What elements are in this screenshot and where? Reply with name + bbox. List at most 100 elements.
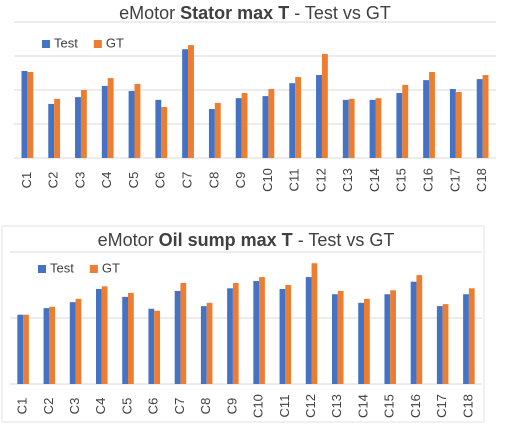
x-tick-label: C1 <box>19 172 34 189</box>
chart: eMotor Stator max T - Test vs GT Test GT C1… <box>14 3 496 192</box>
x-tick-label: C9 <box>233 172 248 189</box>
bar <box>206 302 213 384</box>
x-tick-label: C13 <box>329 394 344 418</box>
x-tick-label: C8 <box>198 398 213 415</box>
bar <box>369 99 376 158</box>
bar <box>128 91 135 158</box>
legend-swatch <box>38 265 46 273</box>
title-part: - Test vs GT <box>293 230 395 250</box>
x-tick-label: C17 <box>434 394 449 418</box>
bar <box>48 103 55 158</box>
bar <box>101 85 108 158</box>
bar <box>384 294 391 384</box>
bar <box>262 96 269 158</box>
bar <box>364 298 370 384</box>
bar <box>49 306 56 384</box>
x-tick-label: C10 <box>260 168 275 192</box>
chart-frame <box>1 225 485 423</box>
bar <box>402 84 409 158</box>
x-tick-label: C18 <box>460 394 475 418</box>
x-tick-label: C16 <box>408 394 423 418</box>
bar <box>96 288 102 384</box>
x-tick-label: C6 <box>146 398 161 415</box>
bar <box>455 92 462 158</box>
bar <box>337 290 344 384</box>
x-tick-label: C4 <box>99 172 114 189</box>
x-tick-label: C12 <box>313 168 328 192</box>
title-part: - Test vs GT <box>289 3 391 23</box>
x-tick-label: C9 <box>224 398 239 415</box>
title-part: eMotor <box>98 230 159 250</box>
bar <box>69 302 76 384</box>
x-tick-label: C15 <box>394 168 409 192</box>
chart: eMotor Oil sump max T - Test vs GT Test GT… <box>1 225 485 423</box>
title-part: Stator max T <box>180 3 289 23</box>
x-tick-label: C12 <box>303 394 318 418</box>
bar <box>134 83 141 158</box>
bar <box>161 107 168 158</box>
x-tick-label: C1 <box>15 398 30 415</box>
x-tick-label: C13 <box>340 168 355 192</box>
bar <box>241 93 248 158</box>
bar <box>21 70 28 158</box>
x-tick-label: C6 <box>153 172 168 189</box>
x-tick-label: C11 <box>277 395 292 418</box>
x-tick-label: C7 <box>179 172 194 189</box>
bar <box>154 310 160 384</box>
bar <box>107 78 114 158</box>
x-tick-label: C17 <box>447 168 462 192</box>
legend-label: GT <box>106 35 124 50</box>
legend-swatch <box>93 40 102 48</box>
bar <box>232 283 239 384</box>
bar <box>375 98 382 158</box>
x-tick-label: C10 <box>251 394 266 418</box>
bar <box>17 314 24 384</box>
x-tick-label: C3 <box>72 172 87 189</box>
bar <box>259 277 265 384</box>
bar <box>436 306 443 384</box>
bar <box>200 306 207 384</box>
x-tick-label: C3 <box>67 398 82 415</box>
bar <box>43 308 50 384</box>
bar <box>305 277 312 384</box>
bar <box>410 281 417 384</box>
x-tick-label: C2 <box>41 398 56 415</box>
title-part: eMotor <box>119 3 180 23</box>
bar <box>482 75 489 158</box>
bar <box>358 302 364 384</box>
bar <box>295 77 302 158</box>
bar <box>174 290 181 384</box>
bar <box>208 109 215 158</box>
x-tick-label: C14 <box>355 394 370 418</box>
bar <box>23 314 29 384</box>
bar <box>148 308 155 384</box>
x-tick-label: C16 <box>420 168 435 192</box>
bar <box>80 90 87 158</box>
x-tick-label: C7 <box>172 398 187 415</box>
bar <box>75 298 82 384</box>
bar <box>463 294 469 384</box>
bar <box>449 88 456 158</box>
bar <box>54 98 61 158</box>
bar <box>342 99 349 158</box>
bar <box>423 80 430 158</box>
bar <box>182 49 189 159</box>
bar <box>390 290 396 384</box>
bar <box>227 288 233 384</box>
chart-title: eMotor Oil sump max T - Test vs GT <box>98 230 395 250</box>
x-tick-label: C15 <box>382 394 397 418</box>
title-part: Oil sump max T <box>159 230 293 250</box>
bar <box>332 294 338 384</box>
legend-swatch <box>89 265 98 273</box>
bar <box>348 98 355 158</box>
bar <box>101 286 108 384</box>
x-tick-label: C8 <box>206 172 221 189</box>
bar <box>468 288 475 384</box>
bar <box>316 75 322 158</box>
legend-swatch <box>42 40 50 48</box>
bar <box>396 93 403 158</box>
bar <box>416 275 423 384</box>
bar <box>311 263 318 384</box>
